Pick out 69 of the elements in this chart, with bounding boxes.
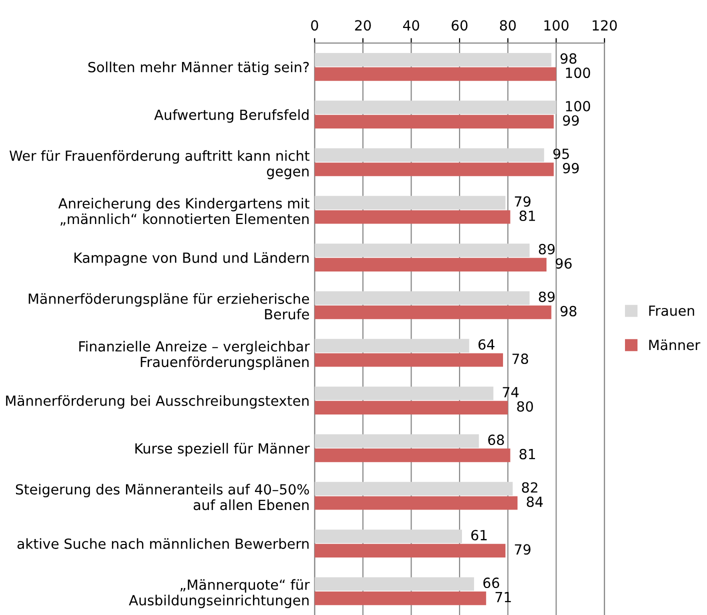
data-label: 98 [560, 53, 576, 64]
y-tick-label: Kurse speziell für Männer [135, 442, 310, 456]
bar [314, 577, 474, 591]
bar [314, 100, 556, 114]
bar [314, 67, 556, 81]
bar [314, 338, 470, 352]
data-label: 99 [562, 115, 579, 126]
bar [314, 448, 510, 462]
bar [314, 530, 462, 544]
y-tick-label: Männerföderungspläne für erzieherische Berufe [28, 293, 310, 320]
bar [314, 291, 530, 305]
data-label: 80 [517, 401, 533, 412]
data-label: 95 [553, 148, 569, 160]
data-label: 89 [538, 292, 555, 302]
bar [314, 353, 504, 367]
y-tick-label: Kampagne von Bund und Ländern [74, 252, 309, 266]
bar [314, 210, 510, 224]
data-label: 84 [526, 496, 543, 508]
bar [314, 244, 530, 258]
bar [314, 162, 554, 176]
data-label: 79 [514, 544, 530, 555]
data-label: 81 [520, 448, 535, 460]
bar [314, 306, 552, 320]
data-label: 71 [496, 592, 511, 602]
bar [314, 592, 486, 606]
bar [314, 482, 513, 496]
bar [314, 386, 494, 400]
bar [314, 114, 554, 128]
x-tick-label: 0 [311, 20, 318, 31]
y-tick-label: Sollten mehr Männer tätig sein? [88, 62, 309, 76]
x-tick-label: 20 [355, 20, 371, 31]
data-label: 96 [556, 258, 572, 269]
y-tick-label: aktive Suche nach männlichen Bewerbern [17, 538, 309, 549]
data-label: 81 [520, 210, 535, 222]
y-tick-label: „Männerquote“ für Ausbildungseinrichtungen [128, 579, 310, 608]
x-tick-label: 120 [592, 20, 617, 31]
bar [314, 400, 508, 414]
y-tick-label: Aufwertung Berufsfeld [154, 109, 308, 123]
x-tick-label: 60 [452, 20, 468, 31]
y-tick-label: Steigerung des Männeranteils auf 40–50% auf allen Ebenen [16, 484, 309, 510]
data-label: 98 [560, 306, 576, 316]
data-label: 74 [502, 387, 519, 398]
bar [314, 148, 544, 162]
bar [314, 496, 518, 510]
data-label: 66 [483, 578, 500, 588]
x-tick-label: 80 [500, 20, 516, 31]
data-label: 100 [566, 100, 590, 112]
x-tick-label: 40 [403, 20, 420, 31]
y-tick-label: Anreicherung des Kindergartens mit „männlich“ konnotierten Elementen [58, 198, 310, 226]
bar [314, 258, 547, 272]
data-label: 82 [522, 482, 538, 493]
legend-label: Frauen [649, 306, 694, 316]
data-label: 100 [566, 68, 590, 78]
bar [314, 434, 479, 448]
data-label: 68 [488, 434, 504, 446]
y-tick-label: Wer für Frauenförderung auftritt kann nicht gegen [10, 150, 310, 180]
y-tick-label: Finanzielle Anreize – vergleichbar Frauenförderungsplänen [79, 340, 310, 370]
data-label: 89 [538, 244, 555, 254]
bar [314, 52, 552, 67]
y-tick-label: Männerförderung bei Ausschreibungstexten [6, 395, 309, 409]
data-label: 99 [562, 162, 579, 174]
data-label: 79 [514, 196, 530, 207]
bar [314, 544, 506, 558]
data-label: 64 [478, 339, 494, 350]
x-tick-label: 100 [544, 20, 569, 31]
data-label: 78 [512, 354, 528, 364]
legend-label: Männer [649, 339, 700, 350]
bar [314, 196, 506, 210]
data-label: 61 [471, 530, 487, 540]
